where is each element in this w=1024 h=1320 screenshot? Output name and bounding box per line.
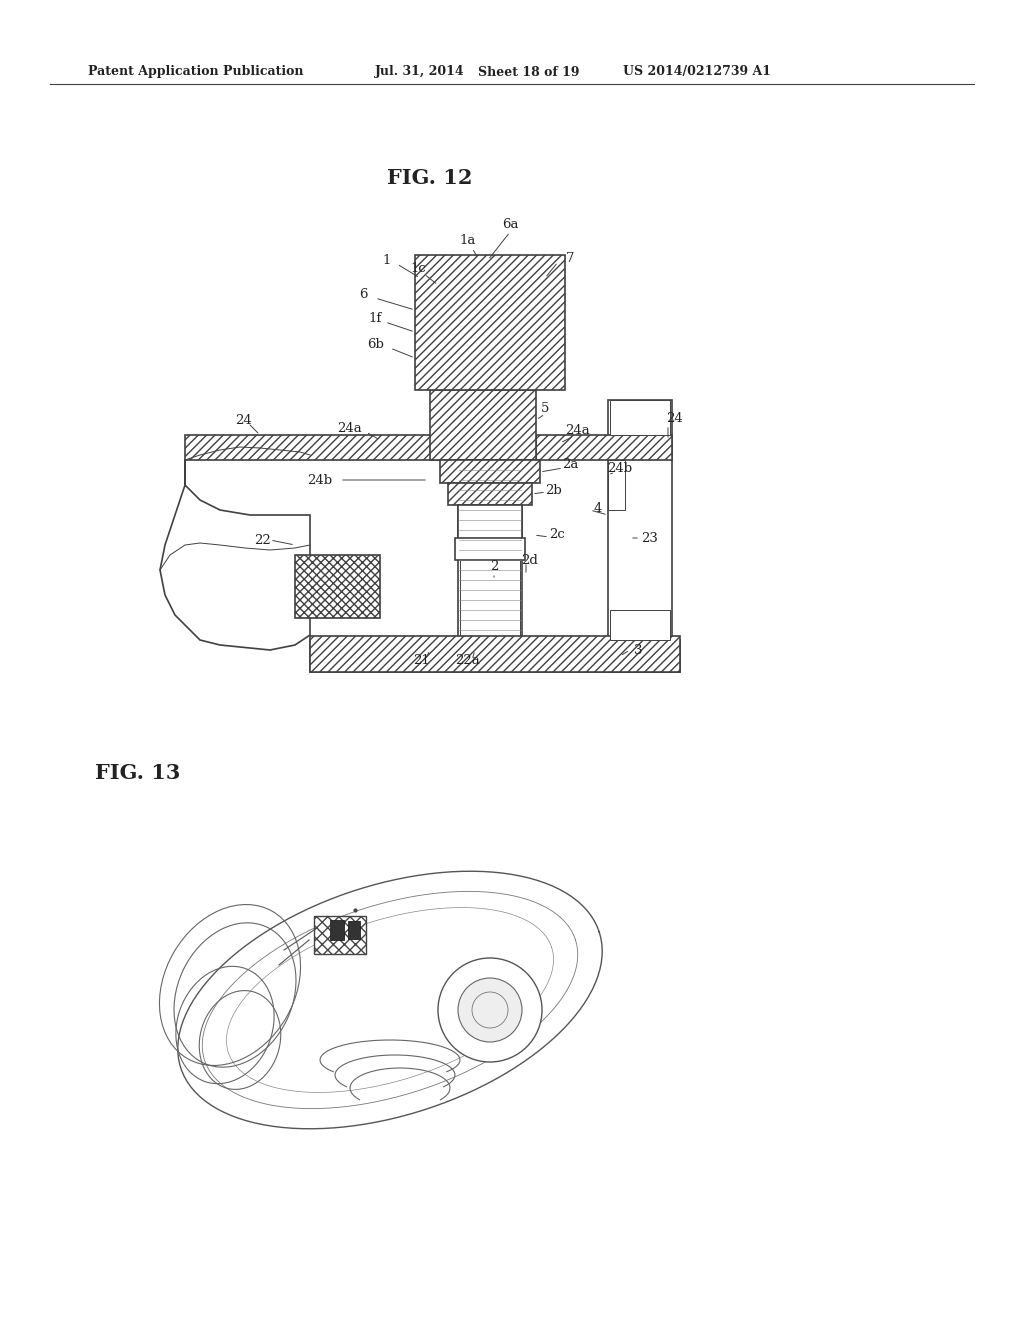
Text: US 2014/0212739 A1: US 2014/0212739 A1 bbox=[623, 66, 771, 78]
Text: 22a: 22a bbox=[456, 653, 480, 667]
Bar bbox=[449, 483, 532, 506]
Text: 2d: 2d bbox=[521, 553, 539, 566]
Text: 3: 3 bbox=[634, 644, 642, 656]
Bar bbox=[610, 610, 670, 640]
Text: FIG. 13: FIG. 13 bbox=[95, 763, 180, 783]
Circle shape bbox=[438, 958, 542, 1063]
Bar bbox=[440, 275, 540, 370]
Text: 24b: 24b bbox=[607, 462, 633, 474]
Bar bbox=[310, 640, 680, 672]
Bar bbox=[330, 920, 344, 940]
Bar bbox=[295, 554, 380, 618]
Bar bbox=[460, 560, 520, 640]
Text: 6a: 6a bbox=[502, 219, 518, 231]
Bar bbox=[415, 255, 565, 389]
Text: 1f: 1f bbox=[369, 312, 382, 325]
Bar bbox=[458, 459, 522, 640]
Bar bbox=[440, 459, 540, 483]
Bar bbox=[536, 436, 672, 459]
Bar bbox=[348, 921, 360, 939]
Text: 24b: 24b bbox=[307, 474, 332, 487]
Circle shape bbox=[458, 978, 522, 1041]
Bar bbox=[455, 539, 525, 560]
Bar bbox=[455, 290, 525, 360]
Text: 6b: 6b bbox=[368, 338, 384, 351]
Text: 22: 22 bbox=[254, 533, 270, 546]
Text: 24: 24 bbox=[234, 413, 252, 426]
Text: 2: 2 bbox=[489, 561, 499, 573]
Text: Patent Application Publication: Patent Application Publication bbox=[88, 66, 303, 78]
Text: 21: 21 bbox=[414, 653, 430, 667]
Bar bbox=[610, 400, 670, 436]
Text: 1: 1 bbox=[383, 253, 391, 267]
Bar bbox=[314, 916, 366, 954]
Bar bbox=[458, 506, 522, 540]
Text: 4: 4 bbox=[594, 502, 602, 515]
Text: 2c: 2c bbox=[549, 528, 565, 541]
Text: 1a: 1a bbox=[460, 234, 476, 247]
Text: FIG. 12: FIG. 12 bbox=[387, 168, 473, 187]
Text: 2b: 2b bbox=[545, 483, 561, 496]
Text: Jul. 31, 2014: Jul. 31, 2014 bbox=[375, 66, 465, 78]
Bar bbox=[608, 400, 672, 672]
Bar bbox=[462, 297, 518, 352]
Text: 2a: 2a bbox=[562, 458, 579, 471]
Bar bbox=[310, 636, 680, 672]
Text: 1c: 1c bbox=[411, 261, 426, 275]
Bar bbox=[185, 436, 450, 459]
Text: 6: 6 bbox=[358, 289, 368, 301]
Text: 23: 23 bbox=[642, 532, 658, 544]
Text: 24a: 24a bbox=[565, 424, 591, 437]
Polygon shape bbox=[160, 459, 310, 649]
Text: Sheet 18 of 19: Sheet 18 of 19 bbox=[478, 66, 580, 78]
Text: 7: 7 bbox=[565, 252, 574, 264]
Text: 24a: 24a bbox=[337, 421, 362, 434]
Text: 5: 5 bbox=[541, 401, 549, 414]
Bar bbox=[430, 389, 536, 459]
Bar bbox=[608, 459, 625, 510]
Text: 24: 24 bbox=[666, 412, 683, 425]
